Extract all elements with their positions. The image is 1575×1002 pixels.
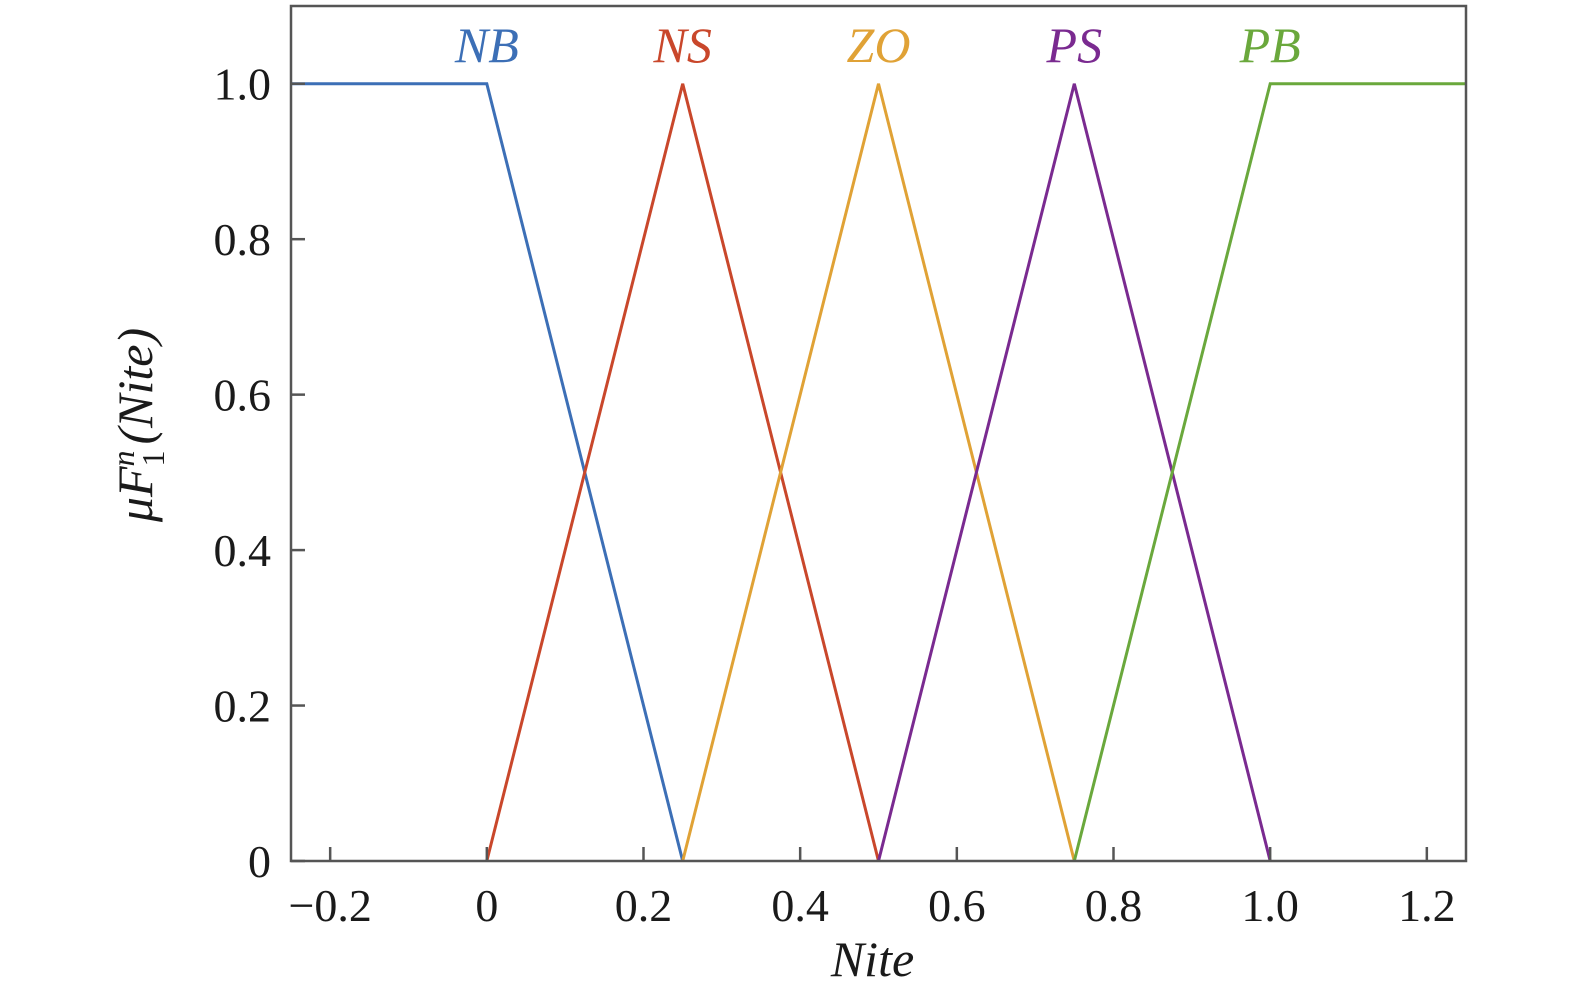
y-axis-title-argument: (Nite)	[107, 328, 163, 445]
series-line-zo	[681, 83, 1076, 862]
x-tick-label: 1.0	[1241, 880, 1299, 931]
y-axis-title-base: F	[107, 466, 163, 498]
y-tick-label: 0.2	[214, 681, 272, 732]
y-tick-label: 0	[248, 836, 271, 887]
series-label-zo: ZO	[847, 17, 911, 73]
y-tick-label: 0.8	[214, 214, 272, 265]
y-tick-label: 1.0	[214, 59, 272, 110]
series-line-ns	[485, 83, 880, 862]
x-axis-ticks: −0.2 0 0.2 0.4 0.6 0.8 1.0 1.2	[288, 847, 1456, 931]
series-line-ps	[877, 83, 1272, 862]
series-line-nb	[291, 82, 685, 862]
y-axis-title-superscript: n	[105, 450, 141, 466]
series-label-ps: PS	[1046, 17, 1103, 73]
x-tick-label: −0.2	[288, 880, 371, 931]
y-axis-title-subscript: 1	[135, 450, 171, 466]
y-tick-label: 0.6	[214, 370, 272, 421]
y-axis-title-mu: μ	[107, 497, 163, 523]
x-tick-label: 0.2	[615, 880, 673, 931]
series-label-nb: NB	[454, 17, 519, 73]
series-labels: NB NS ZO PS PB	[454, 17, 1301, 73]
plot-frame	[289, 4, 1468, 863]
series-lines	[291, 82, 1466, 862]
x-tick-label: 0.4	[771, 880, 829, 931]
series-label-pb: PB	[1239, 17, 1301, 73]
series-line-pb	[1072, 82, 1466, 862]
x-tick-label: 0	[475, 880, 498, 931]
x-axis-title: Nite	[830, 931, 914, 987]
y-tick-label: 0.4	[214, 525, 272, 576]
y-axis-title: μFn1 (Nite)	[105, 328, 171, 523]
x-tick-label: 0.8	[1085, 880, 1143, 931]
y-axis-ticks: 0 0.2 0.4 0.6 0.8 1.0	[214, 59, 305, 887]
x-tick-label: 0.6	[928, 880, 986, 931]
x-tick-label: 1.2	[1398, 880, 1456, 931]
series-label-ns: NS	[652, 17, 711, 73]
